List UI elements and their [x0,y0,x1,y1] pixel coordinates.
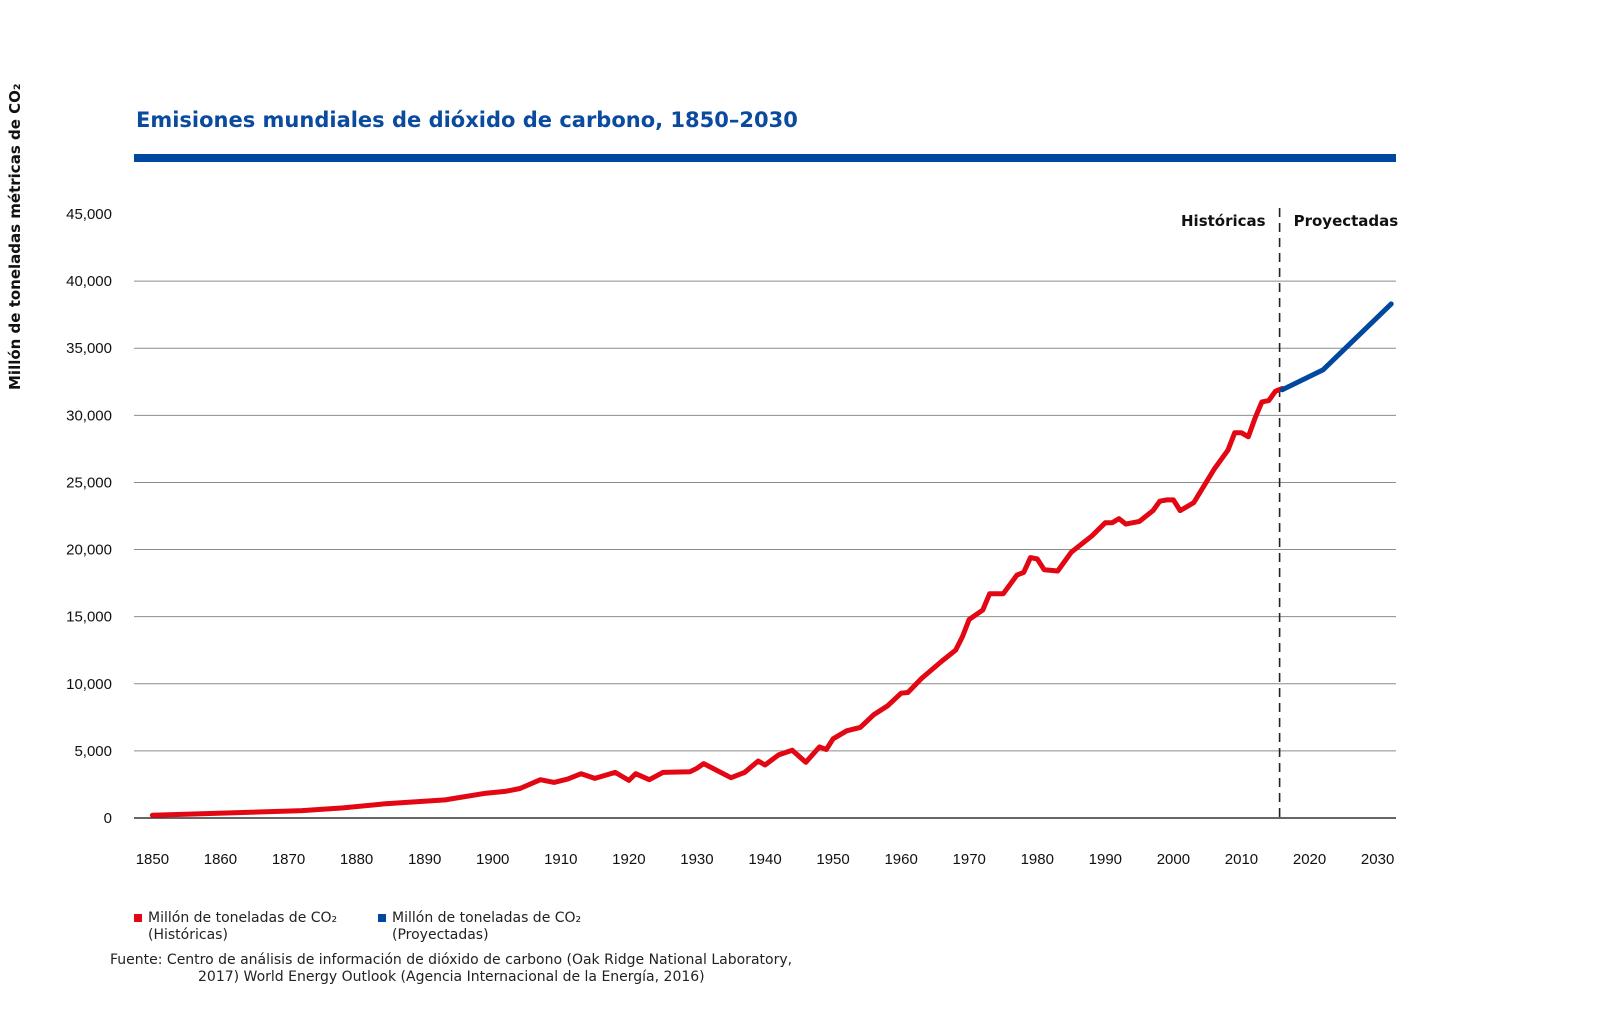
legend-item-proyectadas: Millón de toneladas de CO₂ (Proyectadas) [378,910,581,944]
y-tick-label: 0 [104,810,112,827]
x-tick-label: 1900 [476,851,509,868]
divider-label-right: Proyectadas [1294,212,1399,230]
title-bar [134,154,1396,162]
x-tick-label: 2000 [1157,851,1190,868]
y-tick-label: 25,000 [66,474,112,491]
x-tick-label: 1970 [953,851,986,868]
x-tick-label: 1990 [1089,851,1122,868]
x-tick-label: 2010 [1225,851,1258,868]
source-line-1: Fuente: Centro de análisis de informació… [110,952,793,968]
x-tick-label: 1890 [408,851,441,868]
series-line-proyectadas [1279,301,1394,393]
x-tick-label: 1910 [544,851,577,868]
x-tick-label: 1870 [272,851,305,868]
y-tick-label: 10,000 [66,676,112,693]
divider-label-left: Históricas [1181,212,1266,230]
x-tick-label: 1860 [204,851,237,868]
x-tick-label: 1920 [612,851,645,868]
chart-title: Emisiones mundiales de dióxido de carbon… [136,108,798,132]
legend-label: Millón de toneladas de CO₂ [148,910,338,926]
x-tick-label: 1980 [1021,851,1054,868]
y-tick-label: 20,000 [66,542,112,559]
legend-label-sub: (Proyectadas) [392,927,489,943]
series-line-historicas [149,386,1285,818]
x-tick-label: 1880 [340,851,373,868]
y-tick-label: 45,000 [66,206,112,223]
x-tick-label: 1930 [680,851,713,868]
y-tick-label: 30,000 [66,407,112,424]
x-tick-label: 2020 [1293,851,1326,868]
legend-swatch-proyectadas [378,914,386,922]
x-tick-label: 1950 [816,851,849,868]
source-line-2: 2017) World Energy Outlook (Agencia Inte… [198,969,705,985]
legend-swatch-historicas [134,914,142,922]
y-tick-label: 15,000 [66,609,112,626]
legend-label: Millón de toneladas de CO₂ [392,910,582,926]
source-note: Fuente: Centro de análisis de informació… [110,952,792,986]
x-tick-label: 1940 [748,851,781,868]
y-tick-label: 35,000 [66,340,112,357]
x-tick-label: 2030 [1361,851,1394,868]
legend-label-sub: (Históricas) [148,927,228,943]
y-tick-label: 5,000 [74,743,112,760]
x-tick-label: 1850 [136,851,169,868]
x-tick-label: 1960 [884,851,917,868]
legend-item-historicas: Millón de toneladas de CO₂ (Históricas) [134,910,337,944]
y-tick-label: 40,000 [66,273,112,290]
